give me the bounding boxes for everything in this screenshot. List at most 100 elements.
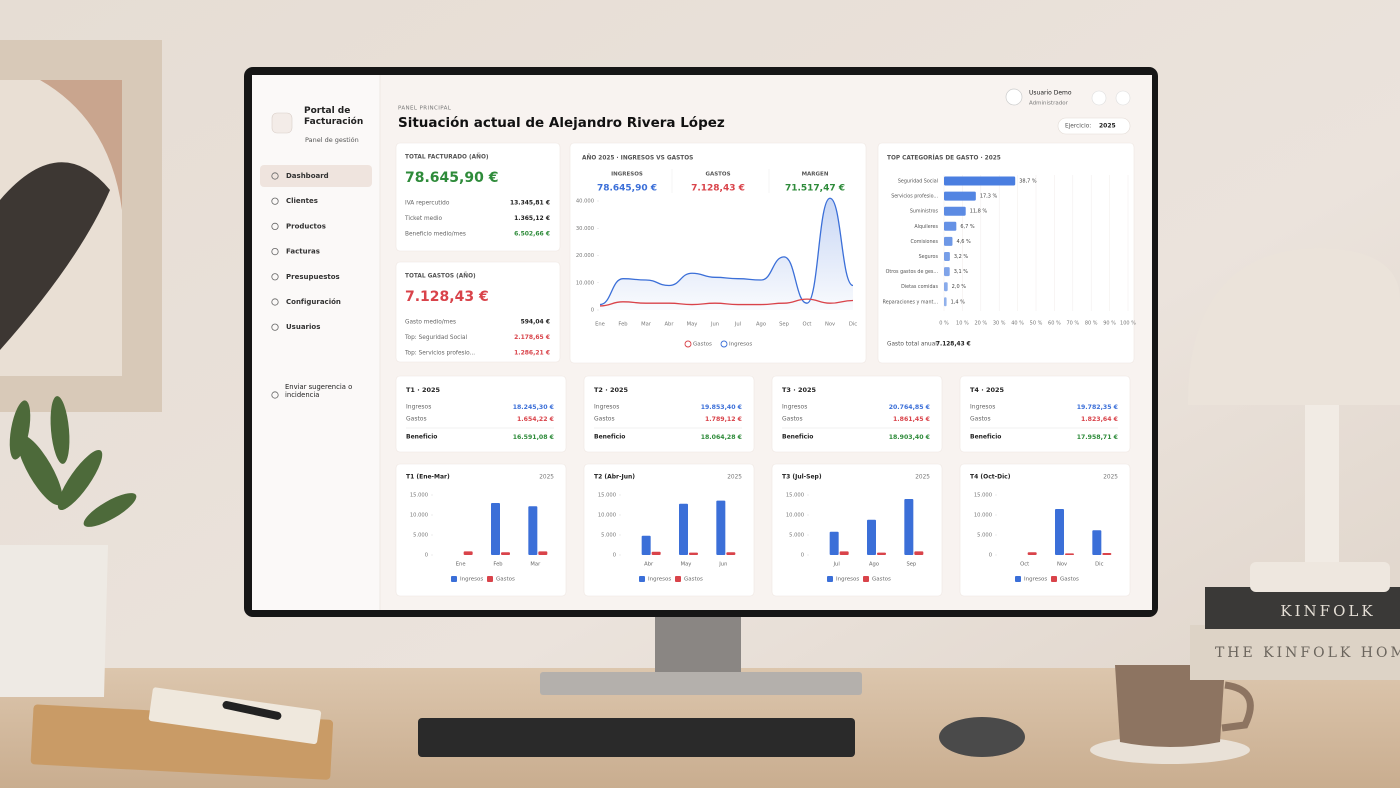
x-tick-label: 70 % bbox=[1066, 321, 1079, 327]
nav-item[interactable]: Productos bbox=[286, 222, 326, 230]
row-value: 19.853,40 € bbox=[701, 404, 742, 411]
row-value: 1.861,45 € bbox=[893, 416, 930, 423]
y-tick-label: 15.000 bbox=[786, 493, 804, 499]
nav-item[interactable]: Presupuestos bbox=[286, 273, 340, 281]
chart-title: T4 (Oct-Dic) bbox=[970, 474, 1011, 481]
kpi-value: 71.517,47 € bbox=[785, 184, 845, 194]
legend-marker bbox=[487, 576, 493, 582]
nav-item[interactable]: Facturas bbox=[286, 248, 320, 256]
nav-item[interactable]: Configuración bbox=[286, 298, 341, 306]
y-tick-label: 0 bbox=[591, 308, 594, 314]
y-tick-label: 0 bbox=[989, 553, 992, 559]
card bbox=[395, 375, 567, 453]
user-role: Administrador bbox=[1029, 101, 1069, 107]
category-label: Reparaciones y mant... bbox=[883, 299, 938, 305]
row-value: 594,04 € bbox=[521, 319, 550, 326]
keyboard bbox=[418, 718, 855, 757]
value-label: 4,6 % bbox=[956, 239, 971, 245]
row-label: Gastos bbox=[970, 416, 991, 423]
y-tick-label: 0 bbox=[801, 553, 804, 559]
chart-subtitle: 2025 bbox=[915, 475, 930, 481]
legend-label: Gastos bbox=[684, 577, 703, 583]
app-title: Portal de Facturación bbox=[304, 106, 364, 128]
card bbox=[877, 142, 1135, 364]
x-tick-label: Nov bbox=[825, 322, 835, 328]
row-label: Beneficio bbox=[782, 434, 813, 441]
bar bbox=[501, 552, 510, 555]
legend-marker bbox=[675, 576, 681, 582]
bar bbox=[689, 552, 698, 555]
year-select[interactable] bbox=[1057, 117, 1131, 135]
feedback-link[interactable]: Enviar sugerencia o incidencia bbox=[285, 383, 353, 400]
x-tick-label: Oct bbox=[1020, 562, 1029, 568]
bar bbox=[944, 191, 976, 201]
logout-button[interactable] bbox=[1115, 90, 1131, 106]
bar bbox=[829, 531, 839, 555]
row-label: Beneficio bbox=[970, 434, 1001, 441]
book-title: KINFOLK bbox=[1280, 602, 1375, 620]
row-value: 18.064,28 € bbox=[701, 434, 742, 441]
row-value: 18.903,40 € bbox=[889, 434, 930, 441]
nav-icon bbox=[271, 248, 279, 256]
app-title-box: Portal de Facturación bbox=[304, 106, 364, 128]
row-label: Beneficio bbox=[594, 434, 625, 441]
bar bbox=[1102, 553, 1112, 555]
y-tick-label: 40.000 bbox=[576, 199, 594, 205]
legend-marker bbox=[1051, 576, 1057, 582]
legend-label: Ingresos bbox=[648, 577, 671, 583]
bar bbox=[944, 206, 966, 216]
pen bbox=[222, 701, 282, 720]
kpi-label: MARGEN bbox=[802, 172, 829, 178]
x-tick-label: 80 % bbox=[1085, 321, 1098, 327]
x-tick-label: 0 % bbox=[939, 321, 949, 327]
kpi-label: INGRESOS bbox=[611, 172, 643, 178]
card-title: TOTAL GASTOS (AÑO) bbox=[405, 273, 476, 280]
bar bbox=[641, 535, 651, 555]
x-tick-label: May bbox=[681, 562, 692, 568]
x-tick-label: Jul bbox=[833, 562, 840, 568]
notification-button[interactable] bbox=[1091, 90, 1107, 106]
x-tick-label: Mar bbox=[530, 562, 541, 568]
y-tick-label: 0 bbox=[613, 553, 616, 559]
bar bbox=[651, 551, 661, 555]
legend-marker bbox=[684, 340, 692, 348]
y-tick-label: 15.000 bbox=[410, 493, 428, 499]
year-label: Ejercicio: bbox=[1065, 124, 1091, 130]
value-label: 17,3 % bbox=[980, 194, 998, 200]
row-label: Ingresos bbox=[406, 404, 431, 411]
category-label: Alquileres bbox=[914, 224, 938, 230]
x-tick-label: 30 % bbox=[993, 321, 1006, 327]
nav-icon bbox=[271, 222, 279, 230]
x-tick-label: 20 % bbox=[974, 321, 987, 327]
card-title: TOTAL FACTURADO (AÑO) bbox=[405, 154, 489, 161]
legend-label: Ingresos bbox=[460, 577, 483, 583]
nav-item[interactable]: Usuarios bbox=[286, 323, 320, 331]
bar bbox=[944, 282, 948, 292]
nav-item[interactable]: Clientes bbox=[286, 197, 318, 205]
x-tick-label: Sep bbox=[906, 562, 916, 568]
card bbox=[959, 463, 1131, 597]
chart-subtitle: 2025 bbox=[1103, 475, 1118, 481]
x-tick-label: Ago bbox=[756, 322, 766, 328]
kpi-value: 78.645,90 € bbox=[597, 184, 657, 194]
chart-title: T1 (Ene-Mar) bbox=[406, 474, 450, 481]
year-value: 2025 bbox=[1099, 123, 1116, 130]
card bbox=[395, 142, 561, 252]
logo bbox=[271, 112, 293, 134]
value-label: 3,1 % bbox=[954, 269, 969, 275]
y-tick-label: 10.000 bbox=[786, 513, 804, 519]
quarter-title: T4 · 2025 bbox=[970, 386, 1005, 394]
category-label: Suministros bbox=[910, 209, 939, 215]
x-tick-label: Ago bbox=[869, 562, 879, 568]
x-tick-label: Ene bbox=[595, 322, 605, 328]
x-tick-label: Dic bbox=[1095, 562, 1103, 568]
book bbox=[1190, 625, 1400, 680]
category-label: Dietas comidas bbox=[901, 284, 938, 290]
bar bbox=[877, 552, 886, 555]
bar bbox=[839, 551, 849, 555]
user-name: Usuario Demo bbox=[1029, 90, 1072, 97]
sidebar bbox=[252, 75, 380, 610]
nav-item[interactable]: Dashboard bbox=[286, 172, 329, 180]
nav-icon bbox=[271, 197, 279, 205]
x-tick-label: Dic bbox=[849, 322, 857, 328]
